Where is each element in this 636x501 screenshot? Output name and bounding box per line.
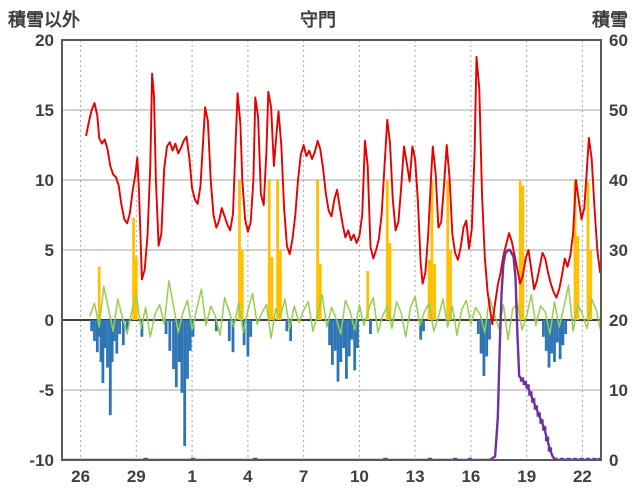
snow-depth-marker <box>533 405 539 410</box>
x-axis-tick-label: 19 <box>517 467 536 486</box>
snow-depth-marker <box>539 419 544 424</box>
right-axis-tick-label: 30 <box>609 241 628 260</box>
snow-depth-marker <box>531 398 536 403</box>
x-axis-tick-label: 4 <box>243 467 253 486</box>
left-axis-tick-label: 10 <box>35 171 54 190</box>
snow-depth-marker <box>519 377 525 382</box>
precipitation-bars-orange <box>97 180 593 320</box>
left-axis-tick-label: -10 <box>29 451 54 470</box>
plot-frame <box>61 39 602 461</box>
x-axis-tick-label: 29 <box>127 467 146 486</box>
negative-bars-blue <box>90 320 568 446</box>
left-axis-title: 積雪以外 <box>8 10 80 30</box>
right-axis-title: 積雪 <box>592 10 628 30</box>
x-axis-tick-label: 13 <box>406 467 425 486</box>
right-axis-tick-label: 40 <box>609 171 628 190</box>
chart-title: 守門 <box>300 10 336 30</box>
x-axis-tick-label: 22 <box>573 467 592 486</box>
snow-depth-marker <box>536 412 541 417</box>
right-axis-tick-label: 20 <box>609 311 628 330</box>
temperature-line-red <box>85 55 602 326</box>
snow-depth-marker <box>528 391 533 396</box>
left-axis-tick-label: 5 <box>45 241 54 260</box>
x-axis-tick-label: 1 <box>187 467 196 486</box>
right-axis-tick-label: 60 <box>609 31 628 50</box>
x-axis-tick-label: 7 <box>299 467 308 486</box>
snow-depth-marker <box>544 436 550 442</box>
left-axis-tick-label: 0 <box>45 311 54 330</box>
snow-depth-marker <box>522 380 527 386</box>
left-axis-tick-label: -5 <box>39 381 54 400</box>
snow-depth-marker <box>547 447 553 452</box>
x-axis-tick-label: 26 <box>71 467 90 486</box>
right-axis-tick-label: 10 <box>609 381 628 400</box>
right-axis-tick-label: 50 <box>609 101 628 120</box>
left-axis-tick-label: 20 <box>35 31 54 50</box>
x-axis-tick-label: 10 <box>350 467 369 486</box>
snow-depth-marker <box>525 384 530 389</box>
snow-depth-marker <box>542 426 547 431</box>
right-axis-tick-label: 0 <box>609 451 618 470</box>
left-axis-tick-label: 15 <box>35 101 54 120</box>
x-axis-tick-label: 16 <box>461 467 480 486</box>
